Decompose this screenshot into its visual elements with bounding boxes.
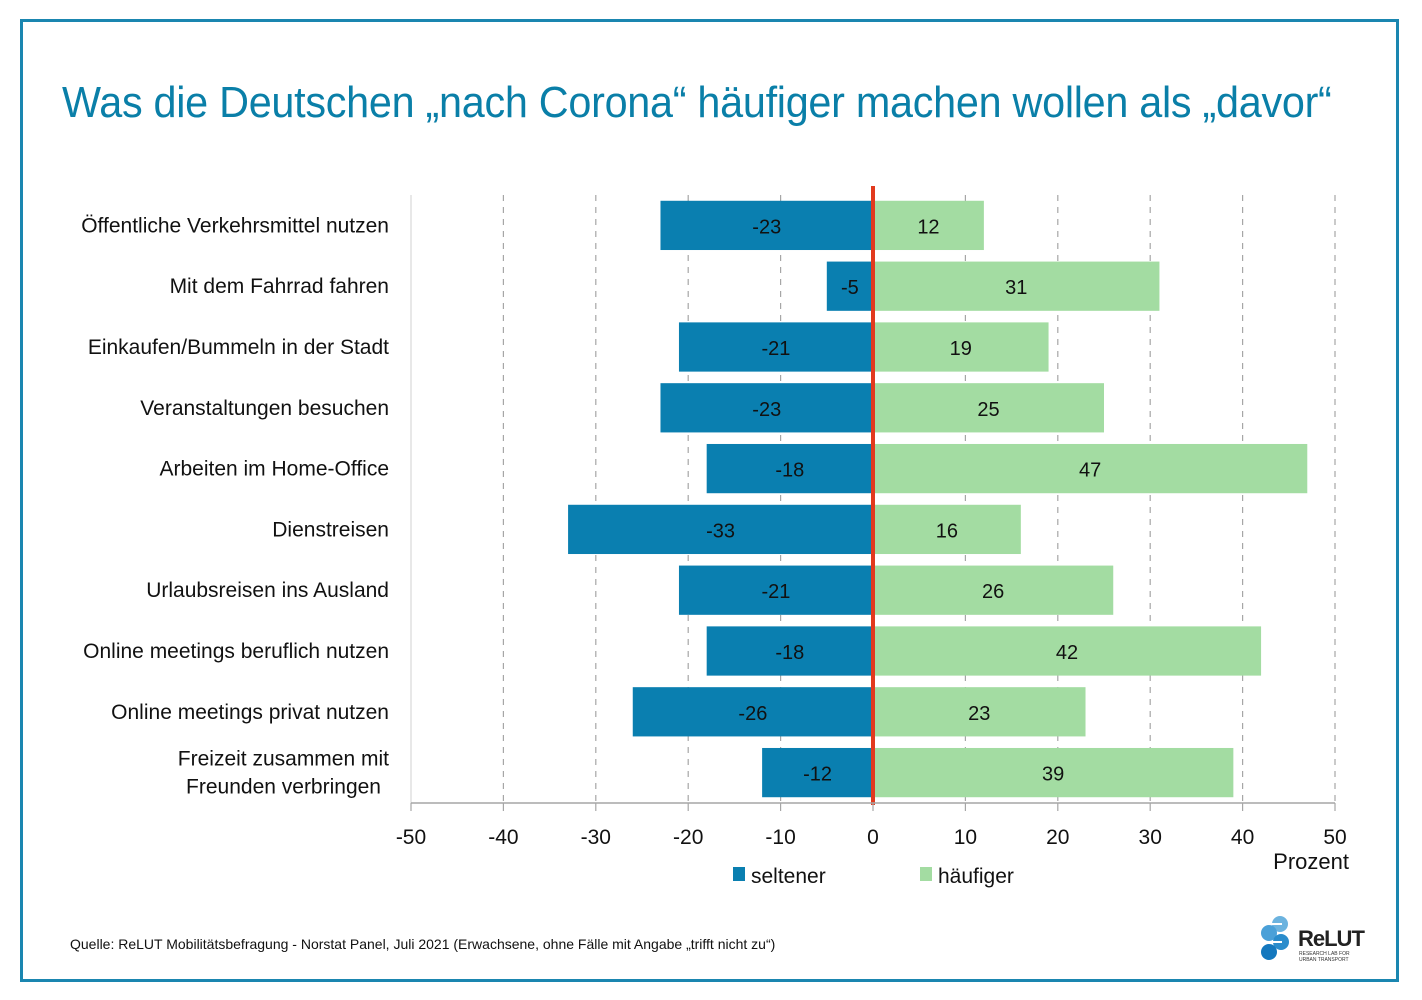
chart-title: Was die Deutschen „nach Corona“ häufiger… xyxy=(62,78,1332,127)
bar-seltener xyxy=(678,565,873,615)
bar-seltener xyxy=(706,443,873,494)
data-label: 16 xyxy=(936,520,958,542)
logo-subtitle-line-1: RESEARCH LAB FOR xyxy=(1299,951,1350,957)
category-label: Arbeiten im Home-Office xyxy=(159,458,389,481)
logo-mark-icon xyxy=(1261,916,1289,960)
bar-seltener xyxy=(706,626,873,676)
logo-wordmark: ReLUT xyxy=(1298,926,1365,951)
category-label: Online meetings privat nutzen xyxy=(111,701,389,724)
relut-logo: ReLUT RESEARCH LAB FOR URBAN TRANSPORT xyxy=(1256,914,1366,964)
category-label: Dienstreisen xyxy=(272,518,389,541)
category-label: Mit dem Fahrrad fahren xyxy=(170,275,389,298)
category-labels: Öffentliche Verkehrsmittel nutzen Mit dem… xyxy=(81,214,389,798)
data-label: 12 xyxy=(917,216,939,238)
category-label: Urlaubsreisen ins Ausland xyxy=(146,579,389,602)
source-note: Quelle: ReLUT Mobilitätsbefragung - Nors… xyxy=(70,936,776,952)
bar-seltener xyxy=(660,383,873,433)
x-tick-label: 30 xyxy=(1139,826,1162,849)
logo-subtitle-line-2: URBAN TRANSPORT xyxy=(1299,957,1349,963)
data-label: 47 xyxy=(1079,460,1101,482)
bar-seltener xyxy=(826,261,873,311)
bar-haeufiger xyxy=(873,443,1308,494)
legend-label: häufiger xyxy=(938,865,1014,888)
data-label: 23 xyxy=(968,703,990,725)
bar-seltener xyxy=(762,747,873,798)
data-label: -18 xyxy=(775,460,804,482)
x-tick-label: -10 xyxy=(765,826,795,849)
data-label: -26 xyxy=(738,703,767,725)
chart-frame xyxy=(20,19,1399,982)
value-labels: -23 12 -5 31 -21 19 -23 25 -18 47 -33 16 -21 26 -18 42 -… xyxy=(706,216,1101,785)
category-label: Öffentliche Verkehrsmittel nutzen xyxy=(81,214,389,237)
data-label: 39 xyxy=(1042,764,1064,786)
category-label: Einkaufen/Bummeln in der Stadt xyxy=(88,336,389,359)
category-label: Online meetings beruflich nutzen xyxy=(83,640,389,663)
logo-subtitle: RESEARCH LAB FOR URBAN TRANSPORT xyxy=(1299,951,1350,963)
bar-haeufiger xyxy=(873,565,1114,615)
bar-seltener xyxy=(678,322,873,372)
x-tick-label: -40 xyxy=(488,826,518,849)
bar-haeufiger xyxy=(873,322,1049,372)
data-label: 42 xyxy=(1056,642,1078,664)
x-tick-label: 20 xyxy=(1046,826,1069,849)
x-tick-label: 40 xyxy=(1231,826,1254,849)
legend-label: seltener xyxy=(751,865,826,888)
x-tick-label: -50 xyxy=(396,826,426,849)
data-label: -5 xyxy=(841,277,859,299)
data-label: 25 xyxy=(977,399,999,421)
legend-swatch-seltener xyxy=(733,867,745,881)
bar-haeufiger xyxy=(873,747,1234,798)
x-tick-label: -30 xyxy=(581,826,611,849)
data-label: -33 xyxy=(706,520,735,542)
bar-haeufiger xyxy=(873,383,1104,433)
data-label: -23 xyxy=(752,216,781,238)
bars xyxy=(568,186,1308,805)
bar-haeufiger xyxy=(873,626,1262,676)
bar-seltener xyxy=(632,687,873,737)
x-axis-title: Prozent xyxy=(1273,849,1349,874)
data-label: 19 xyxy=(950,338,972,360)
category-label: Freizeit zusammen mit xyxy=(178,748,389,771)
category-label: Veranstaltungen besuchen xyxy=(140,397,389,420)
data-label: -21 xyxy=(762,338,791,360)
legend-swatch-haeufiger xyxy=(920,867,932,881)
data-label: -23 xyxy=(752,399,781,421)
data-label: 31 xyxy=(1005,277,1027,299)
x-tick-label: 0 xyxy=(867,826,879,849)
bar-haeufiger xyxy=(873,687,1086,737)
data-label: 26 xyxy=(982,581,1004,603)
bar-haeufiger xyxy=(873,200,984,251)
bar-seltener xyxy=(660,200,873,251)
x-tick-label: 10 xyxy=(954,826,977,849)
category-label: Freunden verbringen xyxy=(186,776,381,799)
legend: seltener häufiger xyxy=(733,865,1014,888)
data-label: -12 xyxy=(803,764,832,786)
bar-seltener xyxy=(568,504,873,555)
x-tick-label: -20 xyxy=(673,826,703,849)
data-label: -18 xyxy=(775,642,804,664)
bar-haeufiger xyxy=(873,261,1160,311)
data-label: -21 xyxy=(762,581,791,603)
bar-haeufiger xyxy=(873,504,1021,555)
x-tick-label: 50 xyxy=(1323,826,1346,849)
